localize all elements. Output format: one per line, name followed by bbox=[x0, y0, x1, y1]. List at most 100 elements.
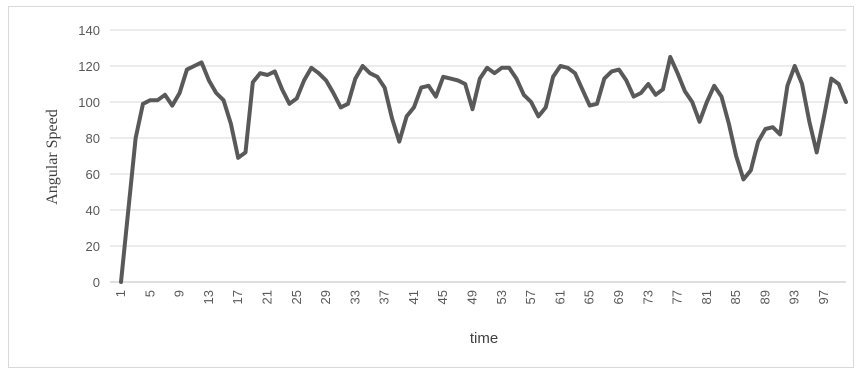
data-point bbox=[566, 66, 569, 69]
x-tick-label: 29 bbox=[318, 290, 333, 304]
data-point bbox=[669, 56, 672, 59]
data-point bbox=[676, 72, 679, 75]
data-point bbox=[295, 97, 298, 100]
data-point bbox=[456, 79, 459, 82]
data-point bbox=[581, 88, 584, 91]
data-point bbox=[808, 120, 811, 123]
data-point bbox=[185, 68, 188, 71]
data-point bbox=[515, 77, 518, 80]
data-point bbox=[383, 86, 386, 89]
data-point bbox=[156, 99, 159, 102]
data-point bbox=[603, 77, 606, 80]
data-point bbox=[749, 169, 752, 172]
data-point bbox=[259, 72, 262, 75]
data-point bbox=[281, 88, 284, 91]
data-point bbox=[427, 84, 430, 87]
data-point bbox=[764, 128, 767, 131]
data-point bbox=[141, 102, 144, 105]
x-tick-label: 89 bbox=[757, 290, 772, 304]
data-point bbox=[522, 93, 525, 96]
data-point bbox=[537, 115, 540, 118]
data-point bbox=[544, 106, 547, 109]
data-point bbox=[786, 84, 789, 87]
data-point bbox=[368, 72, 371, 75]
x-tick-label: 73 bbox=[640, 290, 655, 304]
data-point bbox=[215, 92, 218, 95]
x-tick-label: 41 bbox=[406, 290, 421, 304]
data-point bbox=[661, 88, 664, 91]
data-point bbox=[273, 70, 276, 73]
data-point bbox=[193, 65, 196, 68]
data-point bbox=[390, 117, 393, 120]
data-point bbox=[412, 106, 415, 109]
x-tick-label: 25 bbox=[289, 290, 304, 304]
data-point bbox=[735, 155, 738, 158]
data-point bbox=[771, 126, 774, 129]
data-point bbox=[779, 133, 782, 136]
x-tick-label: 9 bbox=[172, 290, 187, 297]
data-point bbox=[303, 79, 306, 82]
data-point bbox=[200, 61, 203, 64]
x-tick-label: 85 bbox=[728, 290, 743, 304]
data-point bbox=[500, 66, 503, 69]
data-point bbox=[596, 102, 599, 105]
data-point bbox=[823, 115, 826, 118]
data-point bbox=[163, 93, 166, 96]
y-tick-label: 20 bbox=[86, 239, 100, 254]
data-point bbox=[471, 108, 474, 111]
data-point bbox=[244, 151, 247, 154]
x-tick-label: 65 bbox=[582, 290, 597, 304]
data-point bbox=[288, 102, 291, 105]
x-tick-label: 45 bbox=[435, 290, 450, 304]
data-point bbox=[610, 70, 613, 73]
data-point bbox=[683, 90, 686, 93]
y-tick-label: 100 bbox=[78, 95, 100, 110]
data-point bbox=[149, 99, 152, 102]
data-point bbox=[530, 101, 533, 104]
x-tick-label: 97 bbox=[816, 290, 831, 304]
data-point bbox=[845, 101, 848, 104]
x-tick-label: 49 bbox=[465, 290, 480, 304]
data-point bbox=[127, 209, 130, 212]
x-tick-label: 61 bbox=[552, 290, 567, 304]
data-point bbox=[559, 65, 562, 68]
y-tick-label: 40 bbox=[86, 203, 100, 218]
data-point bbox=[339, 106, 342, 109]
data-point bbox=[574, 72, 577, 75]
y-axis-title: Angular Speed bbox=[44, 109, 61, 205]
x-axis-title: time bbox=[470, 330, 498, 347]
data-point bbox=[266, 74, 269, 77]
x-tick-label: 21 bbox=[259, 290, 274, 304]
series-line bbox=[119, 55, 848, 284]
data-point bbox=[720, 95, 723, 98]
data-point bbox=[625, 79, 628, 82]
data-point bbox=[830, 77, 833, 80]
data-point bbox=[178, 92, 181, 95]
y-tick-label: 0 bbox=[93, 275, 100, 290]
x-tick-label: 17 bbox=[230, 290, 245, 304]
x-tick-label: 93 bbox=[787, 290, 802, 304]
x-tick-label: 53 bbox=[494, 290, 509, 304]
y-tick-labels: 0 20 40 60 80 100 120 140 bbox=[78, 23, 100, 290]
data-point bbox=[588, 104, 591, 107]
data-point bbox=[420, 86, 423, 89]
data-point bbox=[837, 83, 840, 86]
data-point bbox=[727, 122, 730, 125]
x-tick-label: 69 bbox=[611, 290, 626, 304]
data-point bbox=[617, 68, 620, 71]
data-point bbox=[332, 92, 335, 95]
data-point bbox=[317, 72, 320, 75]
data-point bbox=[654, 93, 657, 96]
data-point bbox=[398, 140, 401, 143]
data-point bbox=[647, 83, 650, 86]
data-point bbox=[361, 65, 364, 68]
y-tick-label: 80 bbox=[86, 131, 100, 146]
data-point bbox=[134, 137, 137, 140]
data-point bbox=[354, 77, 357, 80]
x-tick-label: 57 bbox=[523, 290, 538, 304]
data-point bbox=[310, 66, 313, 69]
data-point bbox=[222, 99, 225, 102]
x-tick-label: 33 bbox=[347, 290, 362, 304]
data-point bbox=[434, 95, 437, 98]
